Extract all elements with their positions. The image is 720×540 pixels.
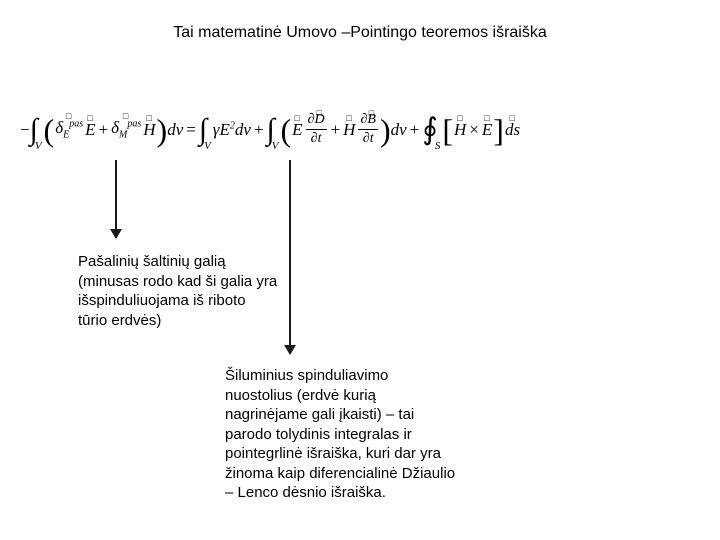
delta-m-pas: □ δMpas bbox=[111, 118, 141, 140]
vec-h-1: □H bbox=[143, 120, 155, 140]
annotation-2: Šiluminius spinduliavimo nuostolius (erd… bbox=[225, 366, 460, 503]
oint-sub-s: S bbox=[435, 140, 441, 152]
rparen-2: ) bbox=[380, 114, 391, 146]
e-sq: E2 bbox=[220, 120, 235, 140]
equals: = bbox=[186, 120, 196, 140]
vec-e-2: □E bbox=[292, 120, 302, 140]
integral-3: ∫ V bbox=[267, 115, 281, 145]
annotation-1: Pašalinių šaltinių galią (minusas rodo k… bbox=[78, 252, 278, 330]
int-sub-v3: V bbox=[272, 140, 279, 152]
vec-ds: □ds bbox=[505, 120, 520, 140]
rbracket: ] bbox=[493, 114, 504, 146]
plus-4: + bbox=[410, 120, 420, 140]
oint-s: ∮ S bbox=[422, 115, 442, 145]
equation-row: − ∫ V ( □ δEpas □E + □ δMpas □H ) dv = ∫… bbox=[20, 112, 700, 147]
lparen-1: ( bbox=[44, 114, 55, 146]
page-title: Tai matematinė Umovo –Pointingo teoremos… bbox=[0, 24, 720, 42]
frac-db-dt: ∂□B ∂t bbox=[358, 112, 377, 147]
integral-2: ∫ V bbox=[199, 115, 213, 145]
frac-dd-dt: ∂□D ∂t bbox=[306, 112, 327, 147]
delta-e-pas: □ δEpas bbox=[55, 118, 83, 140]
dv-2: dv bbox=[235, 120, 251, 140]
rparen-1: ) bbox=[157, 114, 168, 146]
plus-1: + bbox=[99, 120, 109, 140]
cross: × bbox=[469, 120, 479, 140]
plus-2: + bbox=[254, 120, 264, 140]
dv-1: dv bbox=[167, 120, 183, 140]
vec-e-3: □E bbox=[482, 120, 492, 140]
minus-sign: − bbox=[20, 120, 30, 140]
vec-e-1: □E bbox=[85, 120, 95, 140]
int-sub-v1: V bbox=[35, 140, 42, 152]
lparen-2: ( bbox=[280, 114, 291, 146]
integral-1: ∫ V bbox=[30, 115, 44, 145]
vec-h-3: □H bbox=[454, 120, 466, 140]
gamma: γ bbox=[213, 120, 220, 140]
lbracket: [ bbox=[442, 114, 453, 146]
plus-3: + bbox=[331, 120, 341, 140]
dv-3: dv bbox=[391, 120, 407, 140]
annotation-arrow-2 bbox=[289, 160, 291, 354]
vec-h-2: □H bbox=[343, 120, 355, 140]
annotation-arrow-1 bbox=[115, 160, 117, 238]
int-sub-v2: V bbox=[204, 140, 211, 152]
